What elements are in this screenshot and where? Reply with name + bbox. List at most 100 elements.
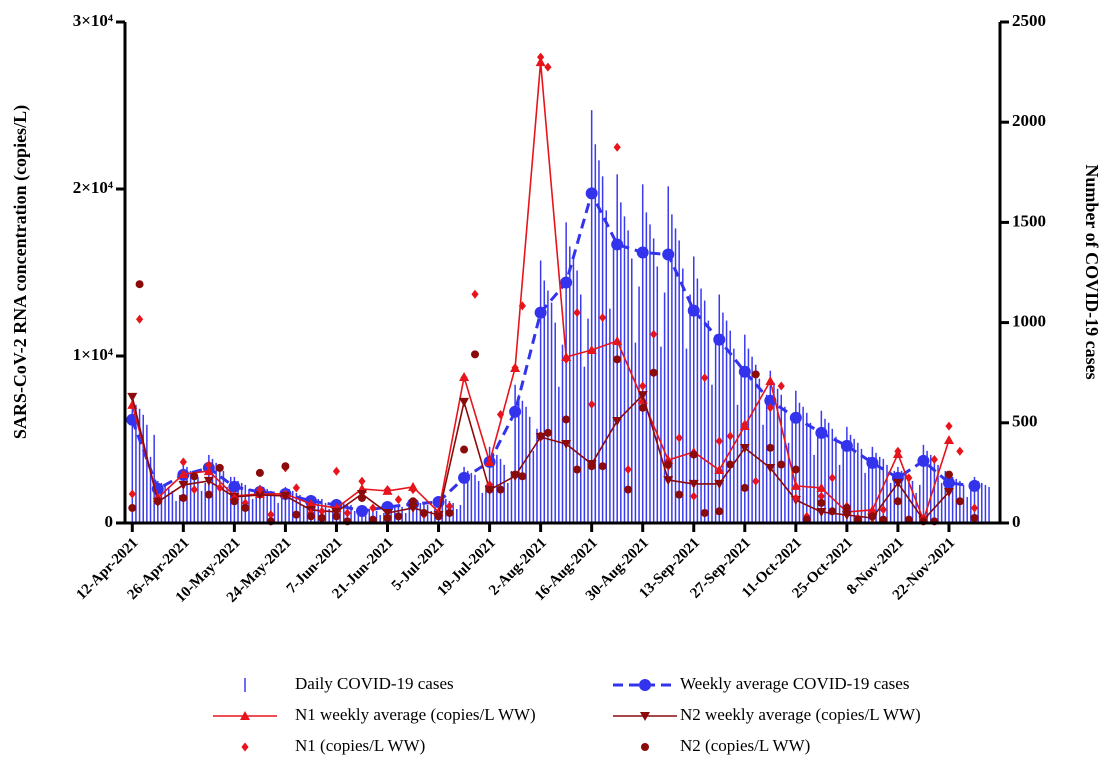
marker bbox=[714, 465, 725, 475]
marker bbox=[240, 711, 250, 720]
marker bbox=[292, 510, 301, 519]
bar bbox=[660, 346, 662, 523]
bar bbox=[164, 484, 166, 523]
bar bbox=[616, 174, 618, 523]
bar bbox=[248, 488, 250, 523]
marker bbox=[459, 397, 470, 407]
marker bbox=[409, 485, 417, 495]
marker bbox=[613, 355, 622, 364]
marker bbox=[511, 470, 520, 479]
bar bbox=[441, 498, 443, 523]
marker bbox=[815, 426, 828, 439]
marker bbox=[484, 457, 495, 467]
bar bbox=[528, 416, 531, 523]
bar bbox=[627, 230, 629, 523]
marker bbox=[689, 450, 698, 459]
bar bbox=[160, 482, 163, 523]
marker bbox=[471, 350, 479, 359]
marker bbox=[892, 478, 903, 488]
marker bbox=[764, 394, 777, 407]
bar bbox=[558, 386, 560, 523]
bar bbox=[962, 484, 965, 523]
y2-tick-label: 1500 bbox=[1012, 211, 1046, 230]
marker bbox=[127, 392, 138, 402]
bar bbox=[725, 320, 728, 523]
marker bbox=[369, 503, 377, 513]
bar bbox=[226, 486, 228, 523]
bar bbox=[703, 300, 706, 523]
marker bbox=[135, 314, 144, 324]
bar bbox=[197, 476, 199, 523]
marker bbox=[714, 479, 725, 489]
bar bbox=[718, 294, 721, 523]
bar bbox=[620, 202, 622, 524]
bar bbox=[707, 320, 710, 523]
bar bbox=[507, 482, 509, 523]
bar bbox=[332, 504, 334, 523]
bar bbox=[878, 456, 881, 523]
marker bbox=[460, 445, 469, 454]
marker bbox=[636, 246, 649, 259]
marker bbox=[943, 435, 954, 445]
bar bbox=[204, 482, 206, 523]
bar bbox=[459, 504, 462, 523]
marker bbox=[562, 354, 570, 364]
marker bbox=[816, 482, 827, 492]
bar bbox=[270, 490, 272, 523]
marker bbox=[638, 403, 647, 412]
marker bbox=[357, 493, 366, 502]
bar bbox=[667, 186, 669, 523]
marker bbox=[789, 411, 802, 424]
marker bbox=[585, 187, 598, 200]
marker bbox=[841, 510, 852, 520]
marker bbox=[135, 280, 144, 289]
bar bbox=[153, 434, 155, 523]
marker bbox=[942, 476, 955, 489]
bar bbox=[466, 470, 469, 523]
marker bbox=[228, 480, 241, 493]
marker bbox=[777, 460, 786, 469]
bar bbox=[193, 472, 196, 523]
y2-tick-label: 2000 bbox=[1012, 111, 1046, 130]
marker bbox=[715, 507, 724, 516]
bar bbox=[503, 464, 505, 523]
marker bbox=[445, 508, 454, 517]
bar bbox=[408, 508, 411, 523]
bar bbox=[554, 322, 556, 523]
marker bbox=[562, 415, 571, 424]
bar bbox=[765, 394, 768, 523]
bar bbox=[631, 258, 633, 523]
bar bbox=[984, 484, 987, 523]
y-tick-label: 2×10⁴ bbox=[73, 178, 113, 197]
bar bbox=[415, 500, 418, 523]
bar bbox=[375, 510, 378, 523]
legend-label: Weekly average COVID-19 cases bbox=[680, 674, 909, 693]
marker bbox=[842, 503, 851, 512]
bar bbox=[656, 266, 659, 523]
bar bbox=[875, 452, 877, 523]
bar bbox=[674, 228, 677, 524]
marker bbox=[701, 373, 709, 383]
bar bbox=[915, 492, 917, 523]
marker bbox=[790, 480, 801, 490]
bar bbox=[700, 288, 702, 523]
marker bbox=[332, 466, 341, 476]
bar bbox=[849, 434, 852, 523]
bar bbox=[142, 414, 144, 523]
bar bbox=[846, 426, 848, 523]
marker bbox=[317, 513, 326, 522]
bar bbox=[671, 214, 673, 523]
bar bbox=[838, 464, 841, 523]
bar bbox=[948, 472, 950, 523]
marker bbox=[203, 466, 214, 476]
bar bbox=[871, 446, 874, 523]
bar bbox=[733, 348, 735, 523]
bar bbox=[977, 480, 979, 523]
marker bbox=[434, 512, 443, 521]
bar bbox=[222, 470, 225, 523]
bar bbox=[171, 490, 174, 523]
bar bbox=[886, 464, 888, 523]
bar bbox=[795, 390, 797, 523]
bar bbox=[266, 488, 268, 523]
y2-tick-label: 2500 bbox=[1012, 11, 1046, 30]
